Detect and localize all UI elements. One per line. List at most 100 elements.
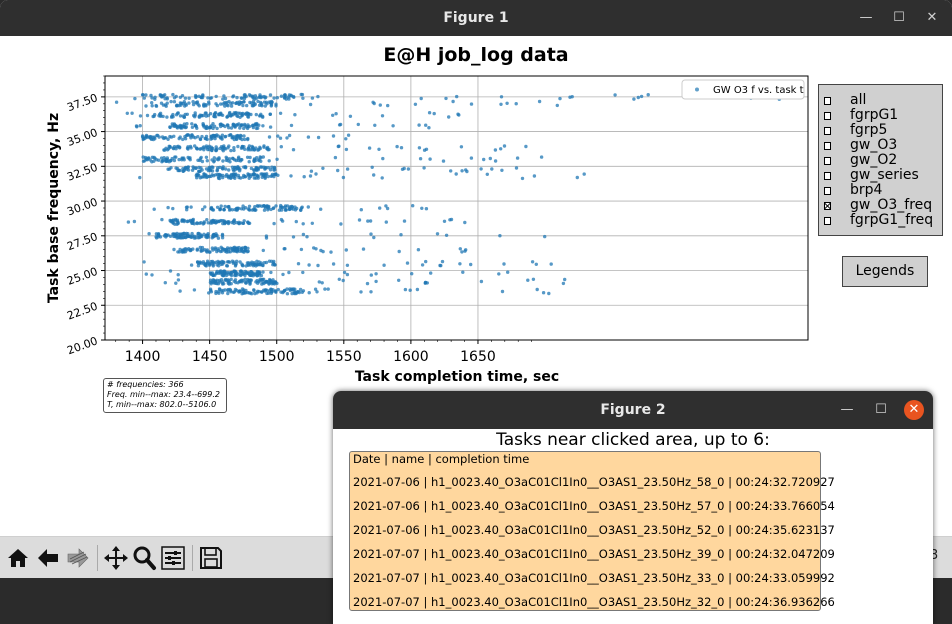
scatter-point — [168, 125, 172, 130]
forward-icon[interactable] — [65, 545, 91, 571]
task-row[interactable]: 2021-07-07 | h1_0023.40_O3aC01Cl1In0__O3… — [353, 571, 835, 585]
checkbox-fgrpg1-freq[interactable]: fgrpG1_freq — [819, 213, 942, 228]
figure1-titlebar[interactable]: Figure 1 — ☐ ✕ — [0, 0, 952, 36]
checkbox-unchecked-icon[interactable] — [824, 142, 831, 150]
task-row[interactable]: 2021-07-07 | h1_0023.40_O3aC01Cl1In0__O3… — [353, 595, 835, 609]
scatter-point — [189, 248, 193, 252]
checkbox-fgrpg1[interactable]: fgrpG1 — [819, 108, 942, 123]
scatter-point — [269, 259, 274, 263]
scatter-point — [334, 112, 338, 116]
close-button[interactable]: ✕ — [904, 400, 924, 420]
scatter-point — [339, 222, 343, 226]
scatter-point — [461, 270, 465, 274]
minimize-button[interactable]: — — [859, 10, 873, 25]
legends-button[interactable]: Legends — [842, 256, 928, 287]
scatter-point — [613, 93, 617, 97]
back-icon[interactable] — [35, 545, 61, 571]
scatter-point — [210, 208, 215, 212]
scatter-point — [168, 145, 172, 149]
scatter-point — [268, 168, 273, 172]
figure2-window: Figure 2 — ☐ ✕ Tasks near clicked area, … — [333, 391, 933, 624]
scatter-point — [242, 145, 246, 149]
scatter-point — [219, 145, 224, 149]
checkbox-unchecked-icon[interactable] — [824, 217, 831, 225]
x-tick-label: 1550 — [326, 349, 362, 365]
close-button[interactable]: ✕ — [926, 10, 938, 25]
scatter-point — [223, 167, 228, 171]
scatter-point — [323, 287, 327, 291]
scatter-point — [424, 147, 429, 151]
checkbox-all[interactable]: all — [819, 93, 942, 108]
task-row[interactable]: 2021-07-06 | h1_0023.40_O3aC01Cl1In0__O3… — [353, 475, 835, 489]
scatter-point — [454, 172, 458, 176]
checkbox-unchecked-icon[interactable] — [824, 112, 831, 120]
configure-subplots-icon[interactable] — [160, 545, 186, 571]
scatter-point — [201, 248, 205, 253]
checkbox-unchecked-icon[interactable] — [824, 172, 831, 180]
scatter-point — [183, 104, 187, 108]
minimize-button[interactable]: — — [840, 402, 854, 417]
scatter-point — [419, 96, 423, 101]
zoom-icon[interactable] — [131, 545, 157, 571]
scatter-point — [268, 125, 273, 129]
task-row[interactable]: 2021-07-06 | h1_0023.40_O3aC01Cl1In0__O3… — [353, 523, 835, 537]
y-tick-label: 20.00 — [65, 334, 99, 357]
scatter-point — [170, 156, 174, 161]
scatter-point — [195, 126, 199, 130]
scatter-point — [209, 174, 213, 179]
scatter-point — [247, 160, 251, 164]
scatter-point — [266, 205, 271, 209]
scatter-point — [243, 165, 248, 169]
scatter-point — [144, 104, 148, 108]
scatter-point — [249, 174, 253, 179]
checkbox-gw-series[interactable]: gw_series — [819, 168, 942, 183]
checkbox-checked-icon[interactable] — [824, 202, 831, 210]
scatter-point — [427, 111, 432, 115]
scatter-point — [444, 96, 448, 101]
scatter-point — [288, 287, 292, 291]
save-icon[interactable] — [198, 545, 224, 571]
checkbox-fgrp5[interactable]: fgrp5 — [819, 123, 942, 138]
scatter-point — [262, 144, 266, 148]
scatter-point — [251, 271, 255, 275]
scatter-point — [432, 111, 436, 116]
checkbox-unchecked-icon[interactable] — [824, 97, 831, 105]
scatter-point — [182, 231, 186, 236]
scatter-point — [286, 95, 291, 99]
checkbox-gw-o2[interactable]: gw_O2 — [819, 153, 942, 168]
scatter-point — [247, 279, 251, 283]
pan-icon[interactable] — [103, 545, 129, 571]
checkbox-unchecked-icon[interactable] — [824, 157, 831, 165]
scatter-point — [241, 103, 245, 108]
scatter-point — [372, 173, 376, 177]
scatter-point — [229, 173, 233, 178]
scatter-point — [162, 148, 166, 152]
scatter-point — [214, 148, 218, 152]
toolbar-separator — [192, 545, 193, 571]
figure2-titlebar[interactable]: Figure 2 — ☐ ✕ — [333, 391, 933, 429]
scatter-point — [181, 235, 186, 240]
task-row[interactable]: 2021-07-07 | h1_0023.40_O3aC01Cl1In0__O3… — [353, 547, 835, 561]
scatter-point — [152, 159, 156, 163]
checkbox-unchecked-icon[interactable] — [824, 127, 831, 135]
maximize-button[interactable]: ☐ — [875, 402, 887, 417]
scatter-point — [493, 148, 498, 152]
home-icon[interactable] — [5, 545, 31, 571]
scatter-point — [221, 159, 225, 163]
scatter-point — [220, 233, 225, 238]
scatter-point — [369, 232, 373, 236]
scatter-point — [220, 133, 225, 137]
plot-canvas[interactable]: E@H job_log data 1400 1450 1500 1550 1600 165… — [0, 36, 952, 536]
checkbox-gw-o3[interactable]: gw_O3 — [819, 138, 942, 153]
scatter-point — [261, 248, 265, 253]
scatter-point — [188, 144, 193, 149]
checkbox-brp4[interactable]: brp4 — [819, 183, 942, 198]
checkbox-unchecked-icon[interactable] — [824, 187, 831, 195]
task-row[interactable]: 2021-07-06 | h1_0023.40_O3aC01Cl1In0__O3… — [353, 499, 835, 513]
axes-area[interactable] — [105, 76, 808, 340]
scatter-point — [319, 248, 323, 253]
maximize-button[interactable]: ☐ — [893, 10, 905, 25]
scatter-point — [316, 94, 320, 99]
scatter-point — [345, 272, 350, 277]
checkbox-gw-o3-freq[interactable]: gw_O3_freq — [819, 198, 942, 213]
